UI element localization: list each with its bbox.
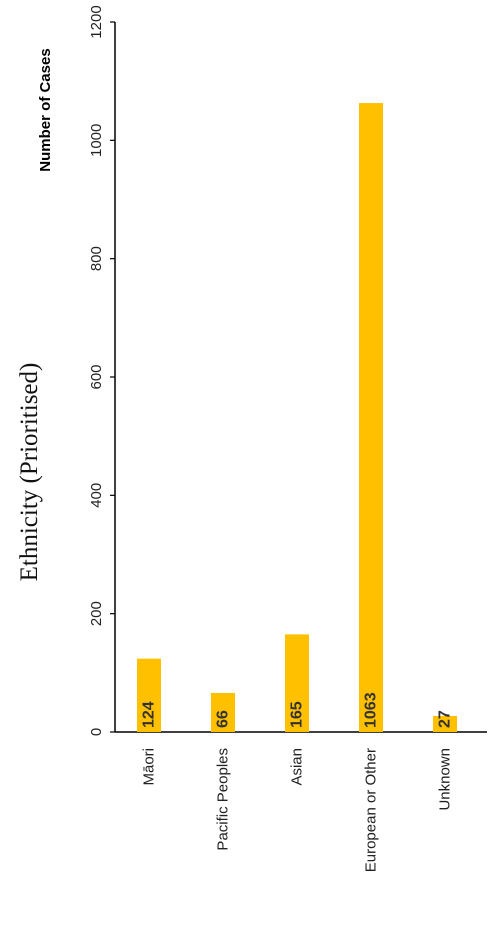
data-label-asian: 165 [289,701,306,728]
axes [114,22,487,733]
bar-pacific-peoples [211,692,235,732]
bar-asian [285,634,309,732]
category-label-unknown: Unknown [437,748,454,811]
category-labels: Māori Pacific Peoples Asian European or Oth… [141,748,454,872]
category-label-pacific-peoples: Pacific Peoples [215,748,232,851]
bar-unknown [433,716,457,732]
tick-label-600: 600 [88,364,105,389]
category-label-asian: Asian [289,748,306,786]
category-label-maori: Māori [141,748,158,786]
tick-label-200: 200 [88,601,105,626]
data-label-unknown: 27 [437,710,454,728]
category-label-european-or-other: European or Other [363,748,380,872]
data-label-european-or-other: 1063 [363,692,380,728]
data-label-pacific-peoples: 66 [215,710,232,728]
tick-label-1000: 1000 [88,124,105,157]
chart-title: Ethnicity (Prioritised) [16,363,43,582]
bar-maori [137,658,161,732]
data-label-maori: 124 [141,701,158,728]
tick-label-800: 800 [88,246,105,271]
tick-label-0: 0 [88,728,105,736]
tick-label-400: 400 [88,483,105,508]
value-axis-ticks: 0 200 400 600 800 1000 1200 [88,5,115,736]
bar-european-or-other [359,103,383,732]
tick-label-1200: 1200 [88,5,105,38]
bars: 124 66 165 1063 27 [137,103,457,732]
value-axis-label: Number of Cases [37,48,54,171]
